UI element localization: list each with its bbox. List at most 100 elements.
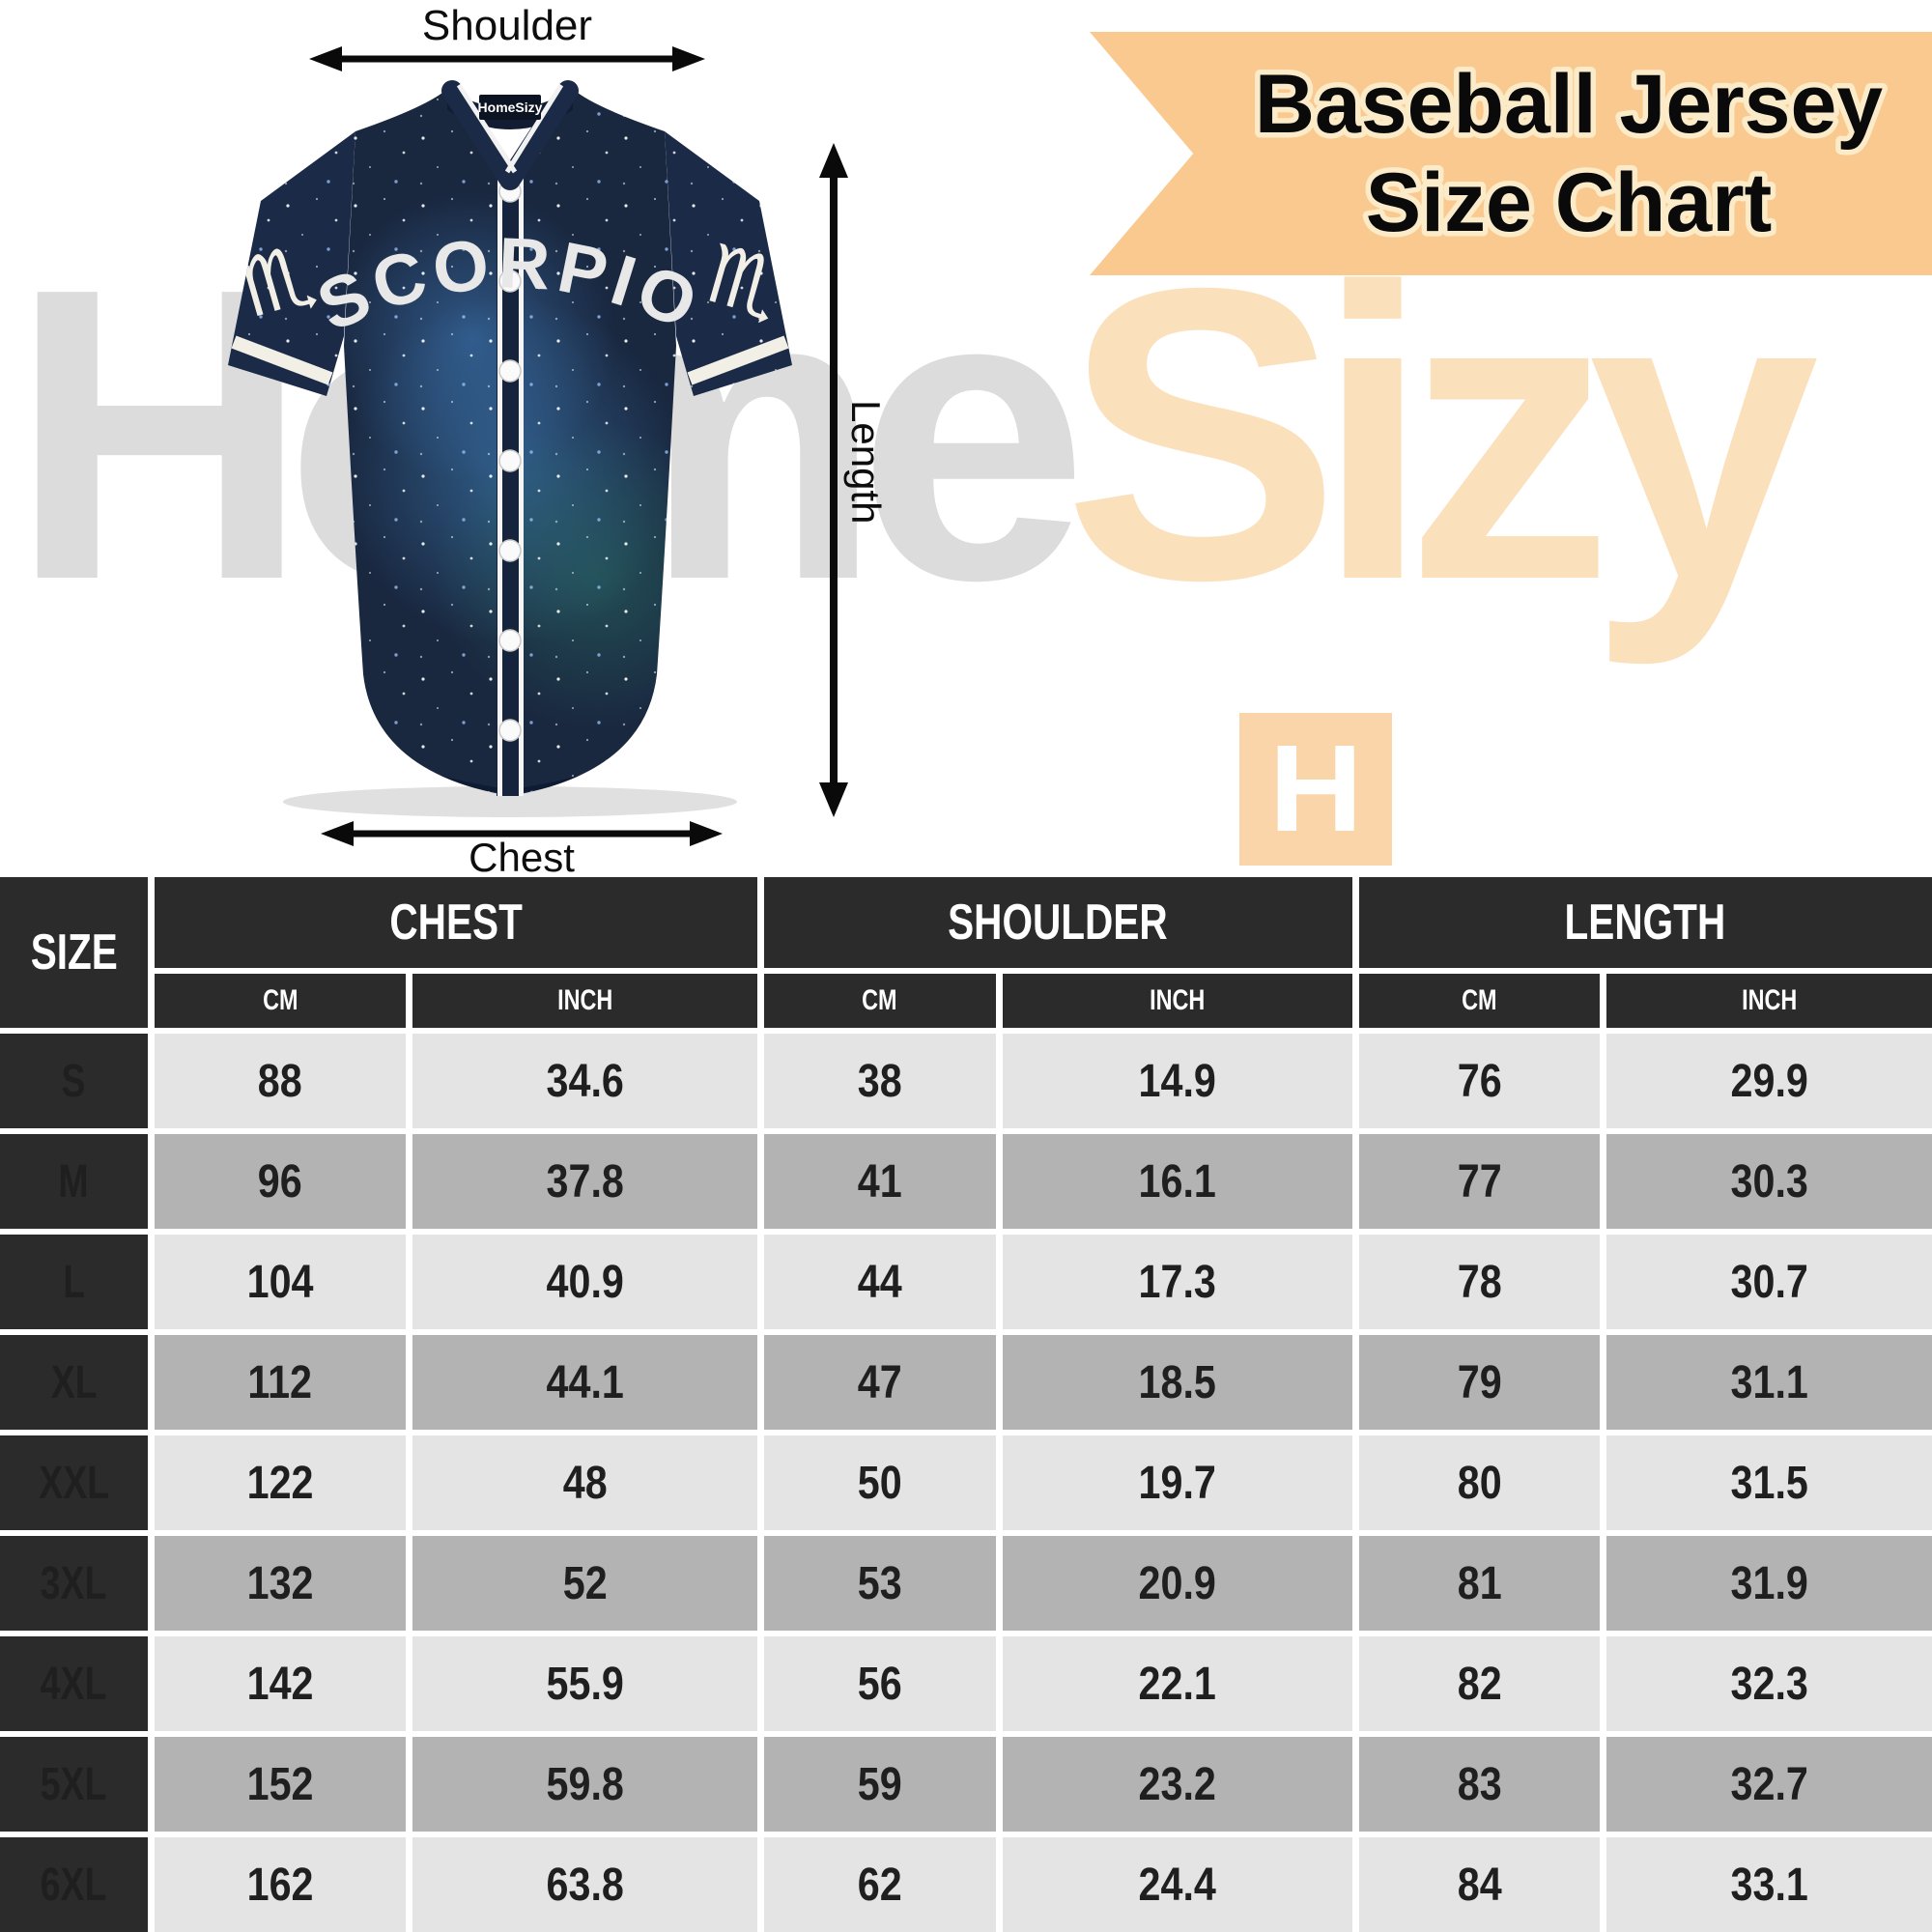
title-banner: Baseball Jersey Size Chart [1090, 32, 1932, 275]
size-label: S [0, 1034, 148, 1128]
table-cell: 32.3 [1606, 1636, 1932, 1731]
length-measure-label: Length [843, 399, 889, 525]
table-cell: 24.4 [1002, 1837, 1352, 1932]
table-row: 5XL 152 59.8 59 23.2 83 32.7 [0, 1737, 1932, 1832]
table-cell: 29.9 [1606, 1034, 1932, 1128]
length-arrow-icon [819, 143, 848, 817]
table-cell: 41 [763, 1134, 996, 1229]
table-cell: 59.8 [412, 1737, 757, 1832]
table-cell: 44 [763, 1235, 996, 1329]
banner-title-line2: Size Chart [1366, 156, 1773, 249]
table-cell: 162 [154, 1837, 406, 1932]
collar-brand-tag: HomeSizy [478, 99, 543, 115]
table-cell: 79 [1358, 1335, 1601, 1430]
table-cell: 53 [763, 1536, 996, 1631]
size-label: 3XL [0, 1536, 148, 1631]
table-cell: 62 [763, 1837, 996, 1932]
size-label: XXL [0, 1435, 148, 1530]
table-row: 3XL 132 52 53 20.9 81 31.9 [0, 1536, 1932, 1631]
jersey-shadow [283, 786, 737, 817]
table-cell: 80 [1358, 1435, 1601, 1530]
jersey-placket [497, 170, 524, 796]
jersey-collar: HomeSizy [441, 80, 579, 190]
table-cell: 96 [154, 1134, 406, 1229]
table-cell: 17.3 [1002, 1235, 1352, 1329]
table-cell: 22.1 [1002, 1636, 1352, 1731]
table-cell: 104 [154, 1235, 406, 1329]
table-cell: 16.1 [1002, 1134, 1352, 1229]
shoulder-arrow-icon [309, 46, 705, 71]
length-inch-header: INCH [1606, 974, 1932, 1028]
table-cell: 14.9 [1002, 1034, 1352, 1128]
shoulder-cm-header: CM [763, 974, 996, 1028]
table-cell: 37.8 [412, 1134, 757, 1229]
table-cell: 88 [154, 1034, 406, 1128]
table-cell: 142 [154, 1636, 406, 1731]
table-cell: 152 [154, 1737, 406, 1832]
brand-h-logo: H [1239, 713, 1392, 866]
table-cell: 31.5 [1606, 1435, 1932, 1530]
table-row: M 96 37.8 41 16.1 77 30.3 [0, 1134, 1932, 1229]
banner-title-line1: Baseball Jersey [1255, 58, 1883, 151]
shoulder-group-header: SHOULDER [763, 877, 1352, 968]
table-cell: 34.6 [412, 1034, 757, 1128]
chest-group-header: CHEST [154, 877, 757, 968]
chest-cm-header: CM [154, 974, 406, 1028]
size-label: 4XL [0, 1636, 148, 1731]
table-cell: 33.1 [1606, 1837, 1932, 1932]
table-cell: 132 [154, 1536, 406, 1631]
table-cell: 40.9 [412, 1235, 757, 1329]
chest-measure-label: Chest [469, 835, 575, 877]
table-cell: 31.9 [1606, 1536, 1932, 1631]
jersey-illustration: ♏ ♏ [228, 80, 792, 817]
jersey-right-sleeve: ♏ [665, 131, 792, 396]
brand-logo-letter: H [1268, 720, 1363, 858]
table-cell: 78 [1358, 1235, 1601, 1329]
table-row: 6XL 162 63.8 62 24.4 84 33.1 [0, 1837, 1932, 1932]
table-cell: 81 [1358, 1536, 1601, 1631]
table-cell: 59 [763, 1737, 996, 1832]
table-cell: 55.9 [412, 1636, 757, 1731]
table-cell: 63.8 [412, 1837, 757, 1932]
table-row: XXL 122 48 50 19.7 80 31.5 [0, 1435, 1932, 1530]
table-cell: 83 [1358, 1737, 1601, 1832]
table-cell: 50 [763, 1435, 996, 1530]
shoulder-measure-label: Shoulder [421, 2, 593, 49]
table-cell: 47 [763, 1335, 996, 1430]
table-row: XL 112 44.1 47 18.5 79 31.1 [0, 1335, 1932, 1430]
table-cell: 112 [154, 1335, 406, 1430]
table-row: 4XL 142 55.9 56 22.1 82 32.3 [0, 1636, 1932, 1731]
table-cell: 122 [154, 1435, 406, 1530]
size-label: XL [0, 1335, 148, 1430]
table-cell: 82 [1358, 1636, 1601, 1731]
table-cell: 77 [1358, 1134, 1601, 1229]
table-cell: 52 [412, 1536, 757, 1631]
table-row: S 88 34.6 38 14.9 76 29.9 [0, 1034, 1932, 1128]
table-cell: 30.3 [1606, 1134, 1932, 1229]
chest-inch-header: INCH [412, 974, 757, 1028]
size-label: M [0, 1134, 148, 1229]
table-cell: 48 [412, 1435, 757, 1530]
size-column-header: SIZE [0, 877, 148, 1028]
table-cell: 76 [1358, 1034, 1601, 1128]
table-cell: 56 [763, 1636, 996, 1731]
table-row: L 104 40.9 44 17.3 78 30.7 [0, 1235, 1932, 1329]
table-cell: 18.5 [1002, 1335, 1352, 1430]
size-table: SIZE CHEST SHOULDER LENGTH CM INCH CM IN… [0, 877, 1932, 1932]
size-label: 6XL [0, 1837, 148, 1932]
size-label: L [0, 1235, 148, 1329]
table-cell: 31.1 [1606, 1335, 1932, 1430]
table-cell: 20.9 [1002, 1536, 1352, 1631]
length-cm-header: CM [1358, 974, 1601, 1028]
size-label: 5XL [0, 1737, 148, 1832]
table-cell: 38 [763, 1034, 996, 1128]
shoulder-inch-header: INCH [1002, 974, 1352, 1028]
table-cell: 19.7 [1002, 1435, 1352, 1530]
table-cell: 44.1 [412, 1335, 757, 1430]
table-cell: 30.7 [1606, 1235, 1932, 1329]
chest-arrow-icon [321, 821, 723, 846]
length-group-header: LENGTH [1358, 877, 1932, 968]
table-cell: 84 [1358, 1837, 1601, 1932]
watermark-sizy-text: Sizy [1063, 203, 1819, 667]
